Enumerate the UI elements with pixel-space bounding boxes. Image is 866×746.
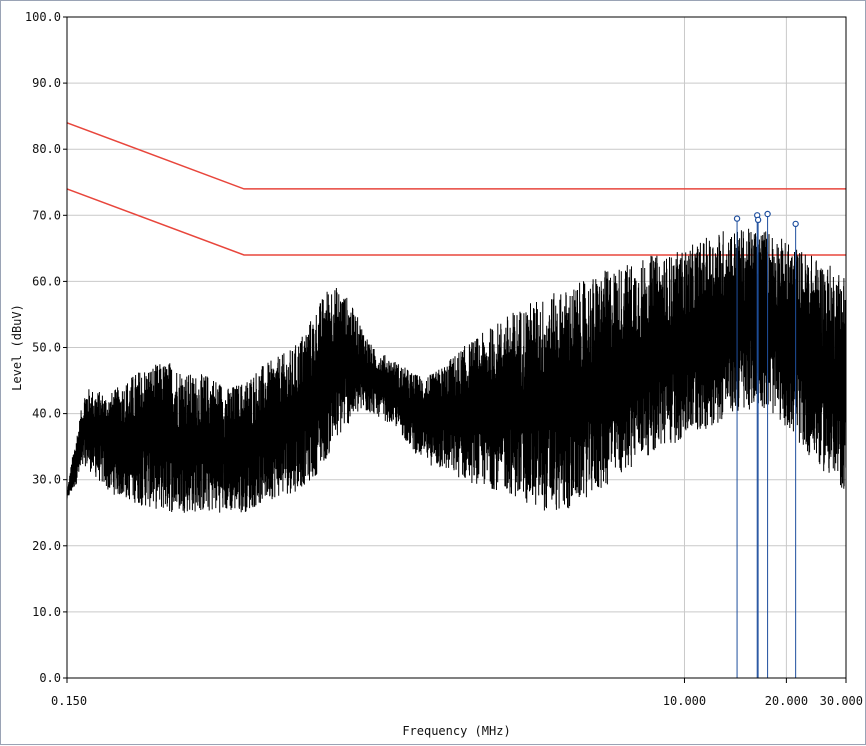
y-tick-label: 10.0 [32, 605, 61, 619]
spectrum-line [66, 228, 847, 513]
peak-markers [733, 210, 799, 678]
x-tick-label: 30.000 [820, 694, 863, 708]
x-tick-label: 20.000 [765, 694, 808, 708]
peak-marker [754, 216, 762, 224]
peak-marker [764, 210, 771, 218]
y-tick-label: 80.0 [32, 142, 61, 156]
peak-marker [733, 215, 741, 222]
y-tick-label: 20.0 [32, 539, 61, 553]
y-tick-label: 40.0 [32, 407, 61, 421]
peak-marker [792, 220, 799, 228]
x-axis-title: Frequency (MHz) [402, 724, 510, 738]
x-tick-label: 10.000 [663, 694, 706, 708]
x-tick-label: 0.150 [51, 694, 87, 708]
y-tick-label: 30.0 [32, 473, 61, 487]
y-tick-label: 100.0 [25, 10, 61, 24]
y-axis: 0.0 10.0 20.0 30.0 40.0 50.0 60.0 70.0 80.0 90.0 1… [25, 10, 67, 685]
limit-line [66, 188, 846, 256]
y-tick-label: 60.0 [32, 274, 61, 288]
x-axis: 0.150 10.000 20.000 30.000 [51, 678, 863, 708]
spectrum-trace [66, 228, 847, 513]
y-tick-label: 90.0 [32, 76, 61, 90]
y-tick-label: 0.0 [39, 671, 61, 685]
y-tick-label: 70.0 [32, 208, 61, 222]
limit-lines [66, 122, 846, 256]
y-tick-label: 50.0 [32, 341, 61, 355]
limit-line [66, 122, 846, 190]
y-axis-title: Level (dBuV) [10, 304, 24, 391]
